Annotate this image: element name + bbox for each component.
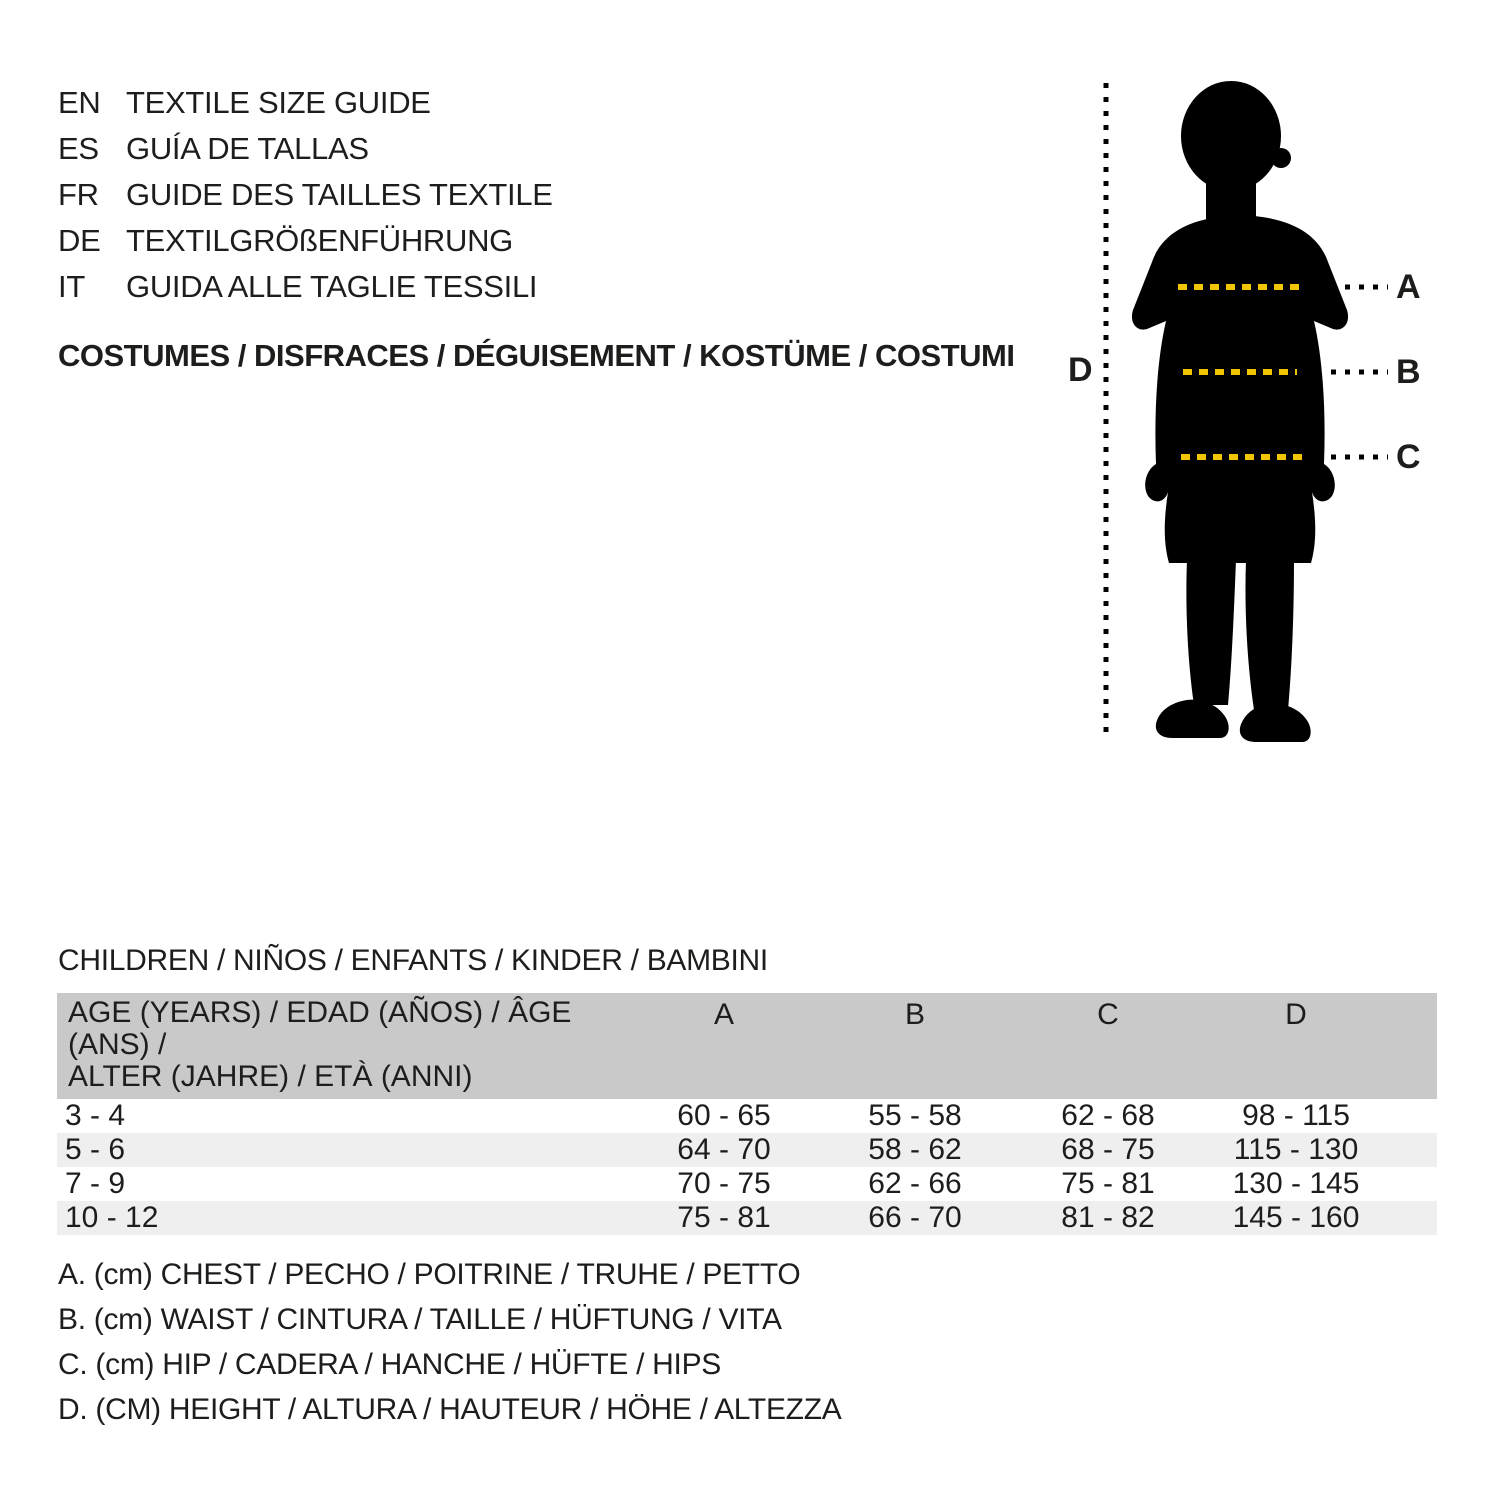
children-section-title: CHILDREN / NIÑOS / ENFANTS / KINDER / BA… bbox=[58, 944, 768, 977]
column-header-c: C bbox=[1097, 998, 1119, 1031]
height-cell: 98 - 115 bbox=[1242, 1099, 1350, 1132]
waist-cell: 55 - 58 bbox=[868, 1099, 962, 1132]
label-d: D bbox=[1068, 351, 1093, 389]
column-header-d: D bbox=[1285, 998, 1307, 1031]
chest-cell: 70 - 75 bbox=[677, 1167, 771, 1200]
hip-cell: 68 - 75 bbox=[1061, 1133, 1155, 1166]
lang-code: FR bbox=[58, 177, 99, 212]
measurement-diagram: A B C D bbox=[1060, 60, 1460, 760]
column-header-b: B bbox=[904, 998, 925, 1031]
age-cell: 5 - 6 bbox=[65, 1133, 126, 1166]
child-silhouette bbox=[1131, 81, 1349, 742]
hip-cell: 75 - 81 bbox=[1061, 1167, 1155, 1200]
legend-line-d: D. (CM) HEIGHT / ALTURA / HAUTEUR / HÖHE… bbox=[58, 1393, 842, 1426]
chest-cell: 75 - 81 bbox=[677, 1201, 771, 1234]
lang-label: TEXTILE SIZE GUIDE bbox=[126, 85, 431, 120]
waist-cell: 58 - 62 bbox=[868, 1133, 962, 1166]
silhouette-left-leg bbox=[1186, 560, 1236, 705]
silhouette-head bbox=[1181, 81, 1281, 191]
lang-code: DE bbox=[58, 223, 101, 258]
height-cell: 115 - 130 bbox=[1233, 1133, 1359, 1166]
age-column-header: AGE (YEARS) / EDAD (AÑOS) / ÂGE (ANS) / … bbox=[57, 993, 634, 1099]
lang-label: GUIDA ALLE TAGLIE TESSILI bbox=[126, 269, 538, 304]
language-title-list: EN TEXTILE SIZE GUIDE ES GUÍA DE TALLAS … bbox=[58, 80, 553, 310]
hip-cell: 62 - 68 bbox=[1061, 1099, 1155, 1132]
lang-code: IT bbox=[58, 269, 85, 304]
lang-label: GUIDE DES TAILLES TEXTILE bbox=[126, 177, 553, 212]
lang-code: ES bbox=[58, 131, 99, 166]
legend-line-b: B. (cm) WAIST / CINTURA / TAILLE / HÜFTU… bbox=[58, 1303, 782, 1336]
age-header-line1: AGE (YEARS) / EDAD (AÑOS) / ÂGE (ANS) / bbox=[68, 996, 572, 1061]
table-row: 3 - 4 60 - 65 55 - 58 62 - 68 98 - 115 bbox=[57, 1099, 1437, 1133]
silhouette-torso bbox=[1131, 215, 1349, 563]
hip-cell: 81 - 82 bbox=[1061, 1201, 1155, 1234]
age-cell: 10 - 12 bbox=[65, 1201, 159, 1234]
child-silhouette-figure: A B C D bbox=[1068, 81, 1421, 742]
label-connectors bbox=[1331, 284, 1388, 460]
measurement-legend: A. (cm) CHEST / PECHO / POITRINE / TRUHE… bbox=[58, 1252, 842, 1432]
silhouette-neck bbox=[1206, 170, 1256, 220]
label-c: C bbox=[1396, 438, 1421, 476]
legend-line-a: A. (cm) CHEST / PECHO / POITRINE / TRUHE… bbox=[58, 1258, 801, 1291]
column-header-a: A bbox=[713, 998, 734, 1031]
lang-row-es: ES GUÍA DE TALLAS bbox=[58, 126, 553, 172]
category-title: COSTUMES / DISFRACES / DÉGUISEMENT / KOS… bbox=[58, 338, 1015, 373]
measure-lines bbox=[1178, 284, 1303, 460]
silhouette-right-leg bbox=[1245, 560, 1294, 710]
lang-row-it: IT GUIDA ALLE TAGLIE TESSILI bbox=[58, 264, 553, 310]
lang-row-fr: FR GUIDE DES TAILLES TEXTILE bbox=[58, 172, 553, 218]
label-b: B bbox=[1396, 353, 1421, 391]
chest-cell: 60 - 65 bbox=[677, 1099, 771, 1132]
label-a: A bbox=[1396, 268, 1421, 306]
lang-code: EN bbox=[58, 85, 101, 120]
table-row: 10 - 12 75 - 81 66 - 70 81 - 82 145 - 16… bbox=[57, 1201, 1437, 1235]
children-size-table: AGE (YEARS) / EDAD (AÑOS) / ÂGE (ANS) / … bbox=[57, 993, 1437, 1235]
silhouette-ear bbox=[1271, 148, 1291, 168]
age-cell: 7 - 9 bbox=[65, 1167, 126, 1200]
table-header-row: AGE (YEARS) / EDAD (AÑOS) / ÂGE (ANS) / … bbox=[57, 993, 1437, 1099]
lang-row-de: DE TEXTILGRÖßENFÜHRUNG bbox=[58, 218, 553, 264]
legend-line-c: C. (cm) HIP / CADERA / HANCHE / HÜFTE / … bbox=[58, 1348, 721, 1381]
age-cell: 3 - 4 bbox=[65, 1099, 126, 1132]
height-cell: 145 - 160 bbox=[1232, 1201, 1360, 1234]
table-row: 5 - 6 64 - 70 58 - 62 68 - 75 115 - 130 bbox=[57, 1133, 1437, 1167]
waist-cell: 66 - 70 bbox=[868, 1201, 962, 1234]
silhouette-right-shoe bbox=[1239, 703, 1311, 742]
table-row: 7 - 9 70 - 75 62 - 66 75 - 81 130 - 145 bbox=[57, 1167, 1437, 1201]
lang-row-en: EN TEXTILE SIZE GUIDE bbox=[58, 80, 553, 126]
lang-label: GUÍA DE TALLAS bbox=[126, 131, 369, 166]
height-cell: 130 - 145 bbox=[1232, 1167, 1360, 1200]
chest-cell: 64 - 70 bbox=[677, 1133, 771, 1166]
age-header-line2: ALTER (JAHRE) / ETÀ (ANNI) bbox=[68, 1060, 473, 1093]
lang-label: TEXTILGRÖßENFÜHRUNG bbox=[126, 223, 513, 258]
silhouette-left-shoe bbox=[1155, 699, 1229, 738]
waist-cell: 62 - 66 bbox=[868, 1167, 962, 1200]
